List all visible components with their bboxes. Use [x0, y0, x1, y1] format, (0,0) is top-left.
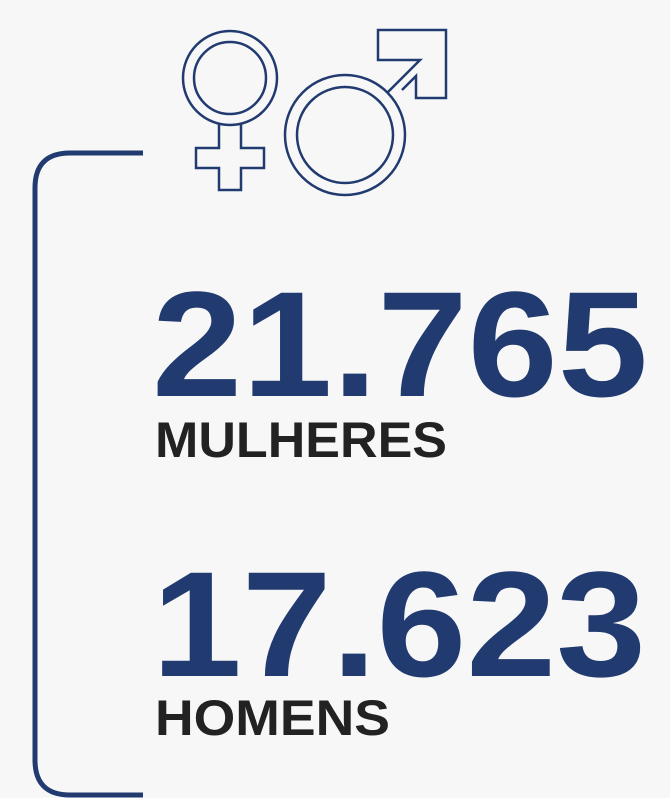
- male-icon: [283, 28, 448, 197]
- stat-value: 17.623: [152, 540, 646, 708]
- bracket: [32, 150, 143, 798]
- female-icon: [181, 29, 279, 192]
- stat-label: MULHERES: [155, 412, 447, 468]
- stat-label: HOMENS: [155, 690, 390, 746]
- stat-value: 21.765: [152, 260, 648, 428]
